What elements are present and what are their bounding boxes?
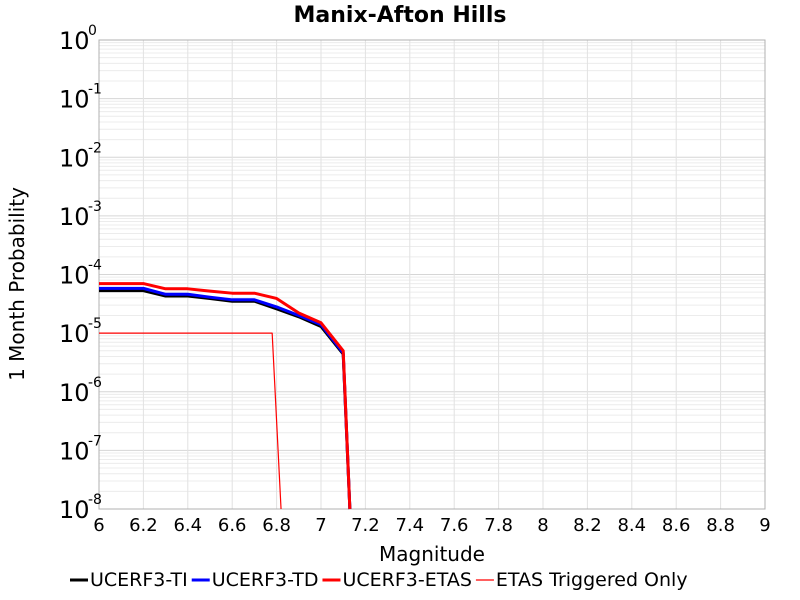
x-tick-label: 8.6 <box>662 515 691 536</box>
series-layer <box>99 282 352 510</box>
y-tick-exponent: -5 <box>88 316 102 332</box>
x-tick-label: 6.6 <box>218 515 247 536</box>
y-tick-exponent: -2 <box>88 140 102 156</box>
x-tick-label: 7.2 <box>351 515 380 536</box>
grid <box>98 39 766 510</box>
y-tick-label: 10 <box>59 320 90 348</box>
legend: UCERF3-TI UCERF3-TD UCERF3-ETAS ETAS Trigge… <box>70 569 688 591</box>
x-tick-label: 8.8 <box>706 515 735 536</box>
y-tick-exponent: -6 <box>88 375 102 391</box>
x-tick-label: 8.4 <box>617 515 646 536</box>
legend-label-4: ETAS Triggered Only <box>496 569 688 591</box>
y-tick-label: 10 <box>59 262 90 290</box>
x-tick-label: 8 <box>537 515 548 536</box>
plot-area <box>98 39 766 510</box>
x-tick-label: 7 <box>315 515 326 536</box>
y-tick-label: 10 <box>59 379 90 407</box>
x-tick-label: 7.8 <box>484 515 513 536</box>
y-tick-label: 10 <box>59 144 90 172</box>
y-tick-exponent: -4 <box>88 258 102 274</box>
y-tick-label: 10 <box>59 86 90 114</box>
x-tick-label: 7.4 <box>395 515 424 536</box>
x-tick-label: 6 <box>93 515 104 536</box>
x-tick-label: 6.8 <box>262 515 291 536</box>
chart-title: Manix-Afton Hills <box>294 3 507 28</box>
series-line-2 <box>99 286 352 510</box>
legend-label-2: UCERF3-TD <box>212 569 319 591</box>
y-tick-label: 10 <box>59 203 90 231</box>
y-tick-label: 10 <box>59 27 90 55</box>
series-line-1 <box>99 289 352 510</box>
x-tick-label: 6.4 <box>173 515 202 536</box>
x-axis-label: Magnitude <box>379 542 485 566</box>
y-tick-exponent: -7 <box>88 433 102 449</box>
y-tick-exponent: 0 <box>88 23 97 39</box>
series-line-4 <box>99 332 282 510</box>
x-tick-label: 7.6 <box>440 515 469 536</box>
series-line-3 <box>99 282 352 510</box>
x-tick-label: 9 <box>759 515 770 536</box>
legend-label-1: UCERF3-TI <box>90 569 188 591</box>
y-axis-label: 1 Month Probability <box>5 187 29 381</box>
y-tick-label: 10 <box>59 496 90 524</box>
y-tick-exponent: -3 <box>88 199 102 215</box>
y-tick-exponent: -1 <box>88 82 102 98</box>
x-tick-label: 8.2 <box>573 515 602 536</box>
y-tick-label: 10 <box>59 437 90 465</box>
x-tick-labels: 6 6.2 6.4 6.6 6.8 7 7.2 7.4 7.6 7.8 8 8.2 8.4 8.6 8.8 9 <box>93 515 770 536</box>
legend-label-3: UCERF3-ETAS <box>342 569 471 591</box>
y-tick-exponent: -8 <box>88 492 102 508</box>
x-tick-label: 6.2 <box>129 515 158 536</box>
